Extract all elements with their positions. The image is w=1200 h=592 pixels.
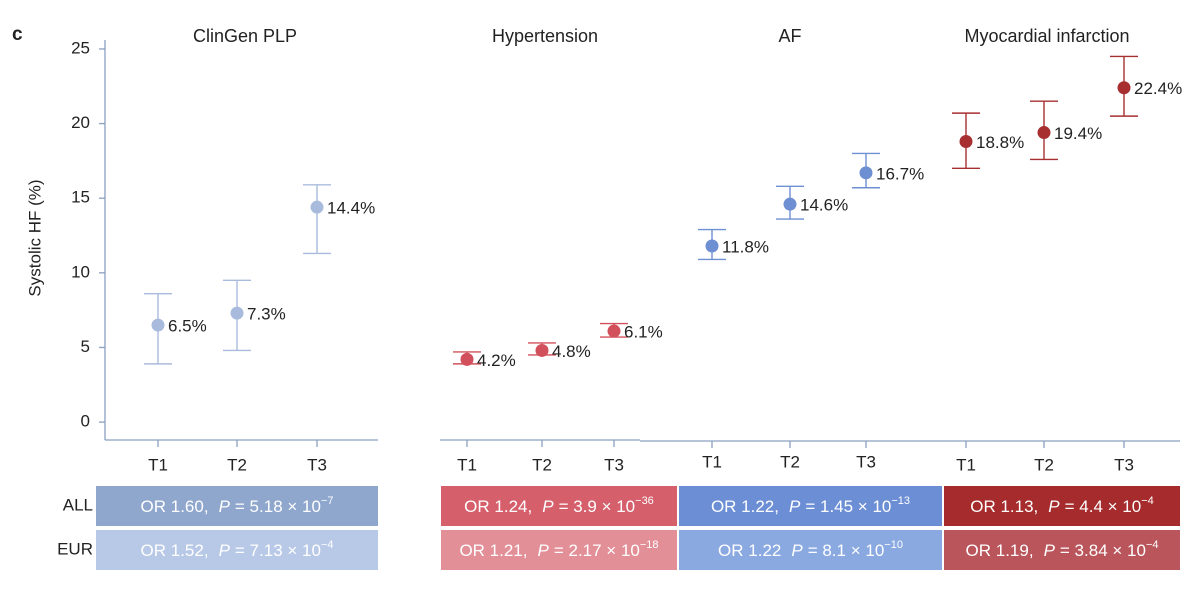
table-cell (441, 486, 677, 526)
p-symbol: P (219, 497, 231, 516)
row-label: EUR (57, 539, 93, 558)
value-label: 6.5% (168, 317, 207, 336)
point (310, 200, 324, 214)
p-exponent: −4 (1141, 495, 1154, 507)
y-axis-label: Systolic HF (%) (25, 179, 44, 296)
group-title: AF (778, 26, 801, 46)
table-cell (96, 530, 378, 570)
p-symbol: P (1048, 497, 1060, 516)
odds-ratio: OR 1.22, (711, 497, 779, 516)
point (460, 352, 474, 366)
y-tick-label: 10 (71, 262, 90, 281)
row-label: ALL (63, 495, 93, 514)
x-tick-label: T2 (1034, 455, 1054, 474)
point (607, 324, 621, 338)
group-title: Myocardial infarction (964, 26, 1129, 46)
table-cell (679, 486, 942, 526)
cell-text: OR 1.60, P = 5.18 × 10−7 (141, 495, 334, 517)
y-tick-label: 20 (71, 113, 90, 132)
x-tick-label: T1 (956, 455, 976, 474)
p-mantissa: = 4.4 × 10 (1065, 497, 1142, 516)
x-tick-label: T3 (307, 455, 327, 474)
p-mantissa: = 2.17 × 10 (554, 541, 640, 560)
x-tick-label: T3 (1114, 455, 1134, 474)
odds-ratio: OR 1.22 (718, 541, 781, 560)
table-cell (944, 486, 1180, 526)
p-exponent: −13 (891, 495, 910, 507)
cell-text: OR 1.22 P = 8.1 × 10−10 (718, 539, 903, 561)
point (783, 197, 797, 211)
point (1037, 126, 1051, 140)
p-mantissa: = 7.13 × 10 (235, 541, 321, 560)
p-mantissa: = 8.1 × 10 (808, 541, 885, 560)
point (230, 306, 244, 320)
value-label: 16.7% (876, 164, 924, 183)
p-symbol: P (542, 497, 554, 516)
x-tick-label: T1 (148, 455, 168, 474)
point (859, 166, 873, 180)
y-tick-label: 5 (81, 337, 90, 356)
cell-text: OR 1.21, P = 2.17 × 10−18 (459, 539, 658, 561)
x-tick-label: T1 (702, 452, 722, 471)
p-symbol: P (789, 497, 801, 516)
value-label: 18.8% (976, 133, 1024, 152)
value-label: 7.3% (247, 305, 286, 324)
cell-text: OR 1.22, P = 1.45 × 10−13 (711, 495, 910, 517)
cell-text: OR 1.19, P = 3.84 × 10−4 (966, 539, 1159, 561)
cell-text: OR 1.13, P = 4.4 × 10−4 (970, 495, 1154, 517)
odds-ratio: OR 1.21, (459, 541, 527, 560)
value-label: 4.8% (552, 342, 591, 361)
x-tick-label: T2 (532, 455, 552, 474)
table-cell (96, 486, 378, 526)
value-label: 22.4% (1134, 79, 1182, 98)
x-tick-label: T3 (856, 452, 876, 471)
x-tick-label: T1 (457, 455, 477, 474)
point (1117, 81, 1131, 95)
p-exponent: −4 (1146, 539, 1159, 551)
p-mantissa: = 3.84 × 10 (1060, 541, 1146, 560)
p-symbol: P (791, 541, 803, 560)
y-tick-label: 0 (81, 412, 90, 431)
x-tick-label: T2 (780, 452, 800, 471)
group-title: Hypertension (492, 26, 598, 46)
p-mantissa: = 3.9 × 10 (559, 497, 636, 516)
y-tick-label: 15 (71, 188, 90, 207)
p-exponent: −36 (635, 495, 654, 507)
point (705, 239, 719, 253)
value-label: 11.8% (722, 237, 769, 256)
odds-ratio: OR 1.13, (970, 497, 1038, 516)
value-label: 4.2% (477, 351, 516, 370)
value-label: 6.1% (624, 323, 663, 342)
point (959, 134, 973, 148)
x-tick-label: T2 (227, 455, 247, 474)
cell-text: OR 1.52, P = 7.13 × 10−4 (141, 539, 334, 561)
point (535, 343, 549, 357)
p-mantissa: = 1.45 × 10 (805, 497, 891, 516)
x-tick-label: T3 (604, 455, 624, 474)
panel-label: c (12, 24, 23, 45)
odds-ratio: OR 1.24, (464, 497, 532, 516)
table-cell (679, 530, 942, 570)
odds-ratio: OR 1.19, (966, 541, 1034, 560)
p-symbol: P (1044, 541, 1056, 560)
point (151, 318, 165, 332)
value-label: 19.4% (1054, 124, 1102, 143)
odds-ratio: OR 1.52, (141, 541, 209, 560)
y-tick-label: 25 (71, 38, 90, 57)
p-exponent: −10 (884, 539, 903, 551)
value-label: 14.4% (327, 199, 375, 218)
p-symbol: P (219, 541, 231, 560)
cell-text: OR 1.24, P = 3.9 × 10−36 (464, 495, 654, 517)
group-title: ClinGen PLP (193, 26, 297, 46)
p-exponent: −18 (640, 539, 659, 551)
p-exponent: −7 (321, 495, 334, 507)
odds-ratio: OR 1.60, (141, 497, 209, 516)
p-exponent: −4 (321, 539, 334, 551)
value-label: 14.6% (800, 196, 848, 215)
table-cell (441, 530, 677, 570)
p-symbol: P (538, 541, 550, 560)
p-mantissa: = 5.18 × 10 (235, 497, 321, 516)
table-cell (944, 530, 1180, 570)
